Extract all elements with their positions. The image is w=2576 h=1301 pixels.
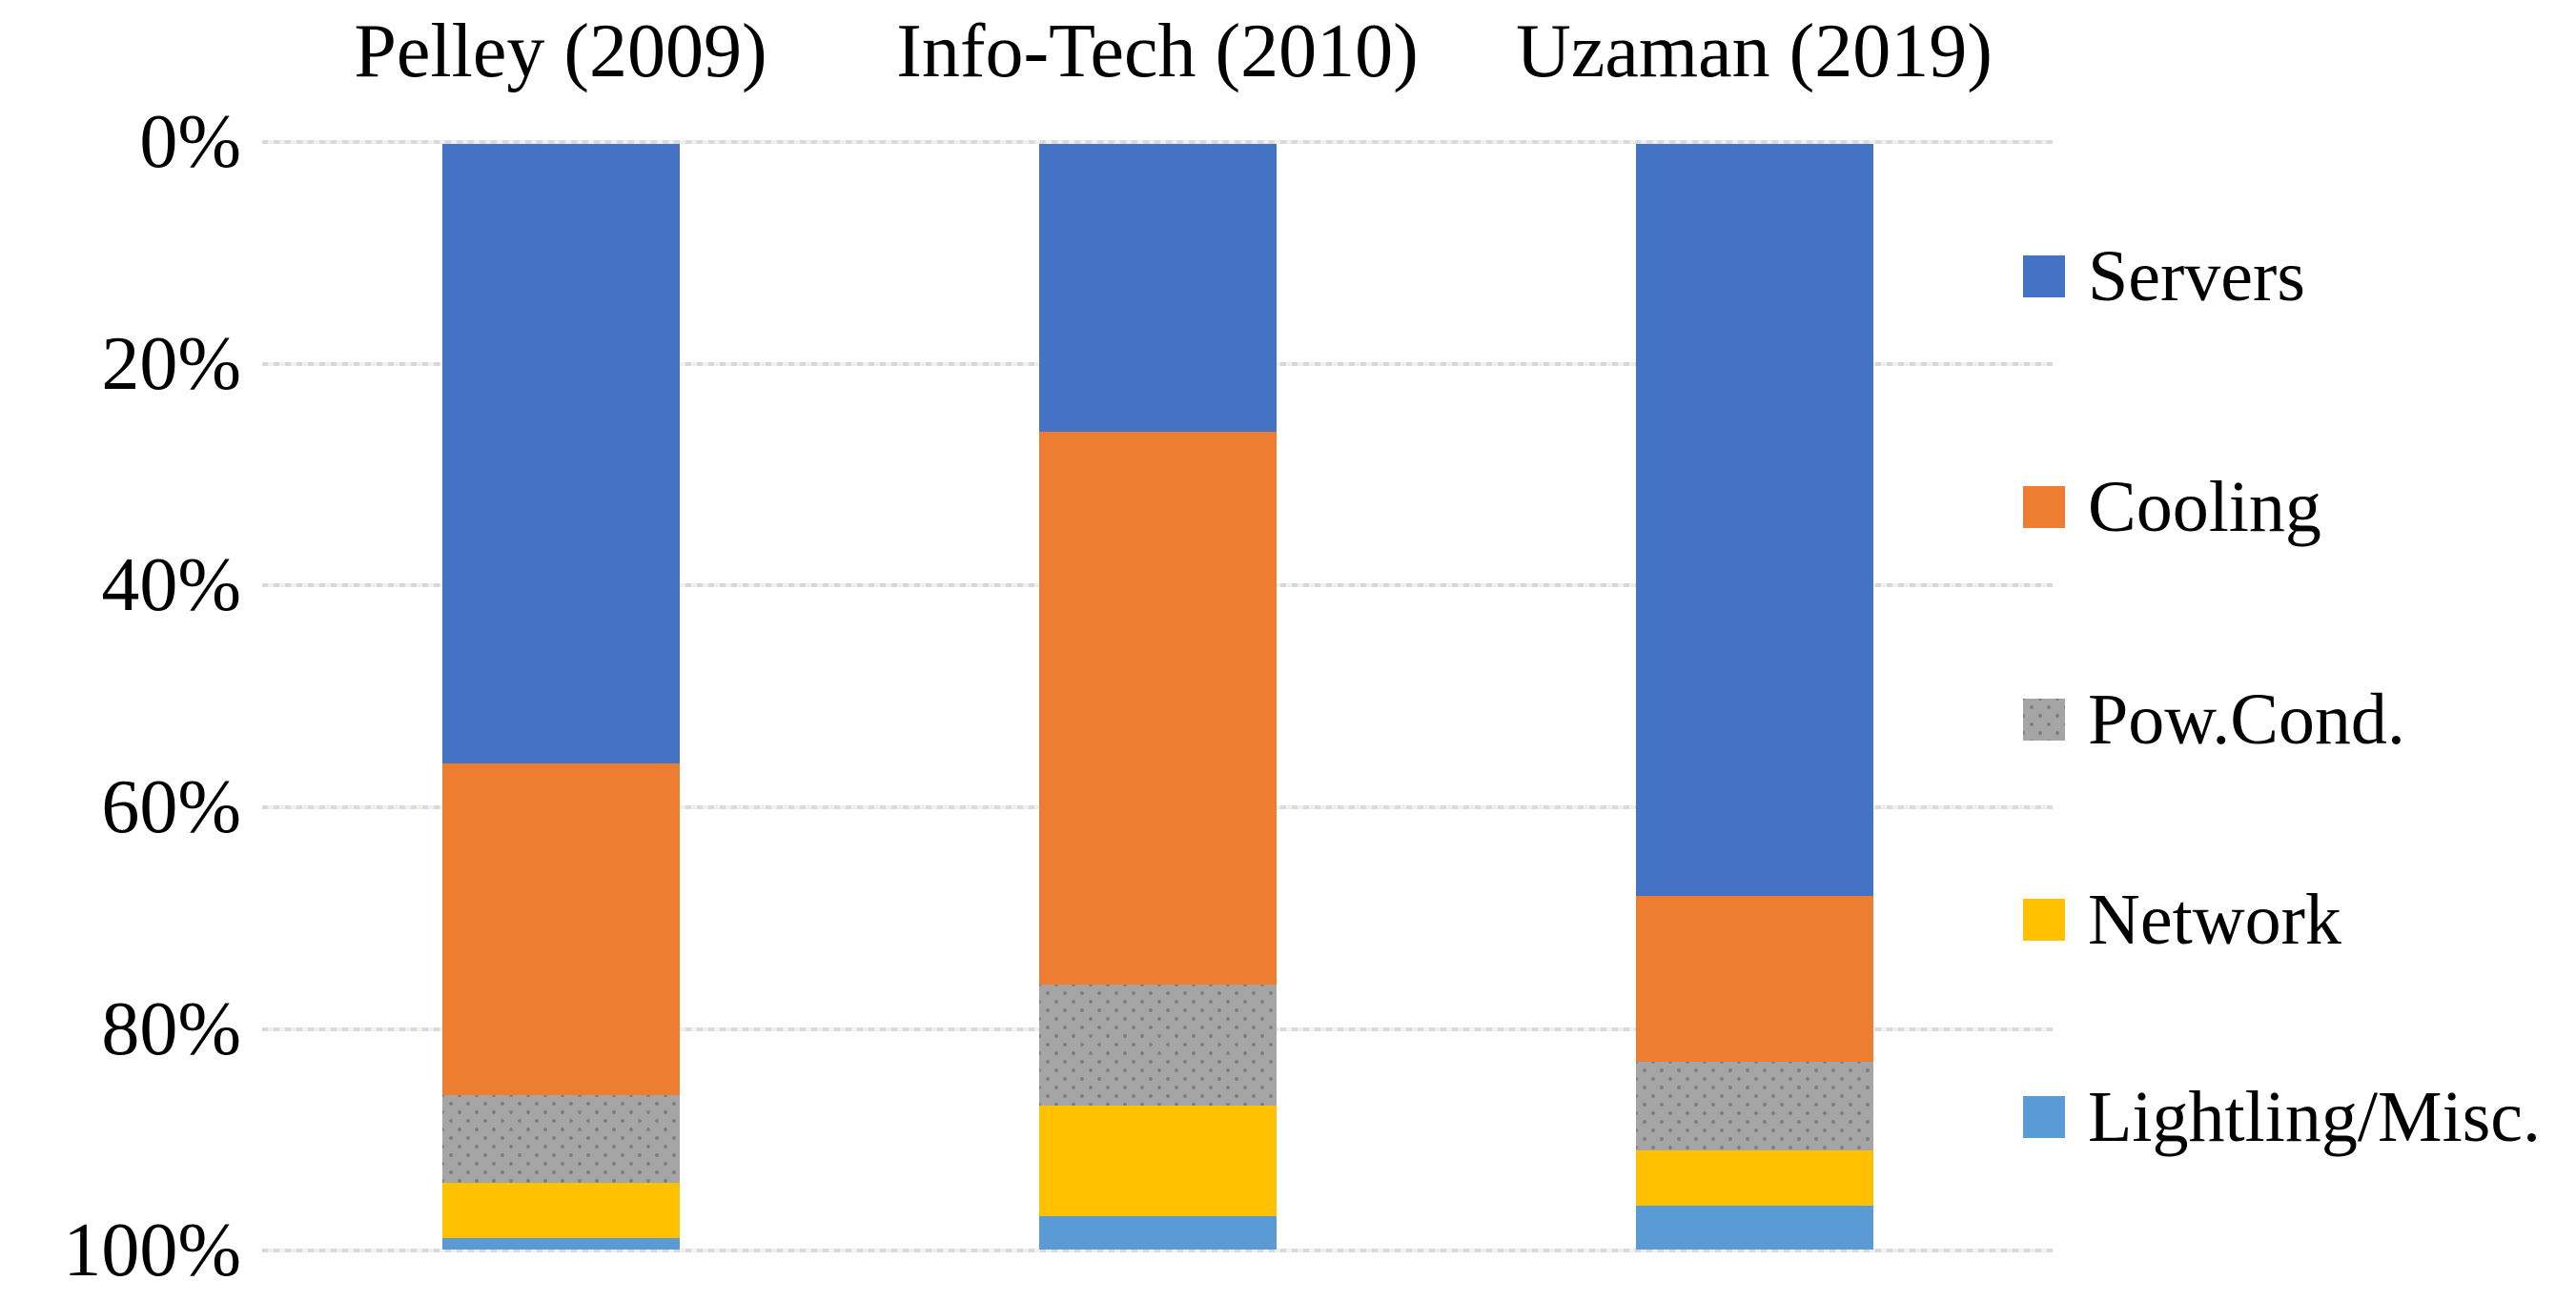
y-axis-tick-label: 100% xyxy=(63,1209,241,1293)
category-title: Info-Tech (2010) xyxy=(896,10,1419,93)
gridline xyxy=(262,1249,2053,1253)
legend-swatch-icon xyxy=(2023,1096,2065,1138)
bar-segment-pow-cond- xyxy=(441,1094,680,1184)
bar-segment-pow-cond- xyxy=(1635,1061,1873,1150)
legend-item: Pow.Cond. xyxy=(2023,670,2405,769)
bar-segment-servers xyxy=(1038,144,1277,432)
bar-segment-lightling-misc- xyxy=(1635,1205,1873,1250)
legend-label: Servers xyxy=(2088,236,2305,316)
legend-item: Network xyxy=(2023,870,2341,969)
stacked-bar xyxy=(441,144,680,1250)
category-title: Pelley (2009) xyxy=(354,10,767,93)
legend-swatch-icon xyxy=(2023,486,2065,528)
bar-segment-network xyxy=(441,1183,680,1239)
bar-segment-network xyxy=(1038,1106,1277,1217)
legend-item: Cooling xyxy=(2023,457,2321,557)
y-axis-tick-label: 40% xyxy=(101,543,241,628)
legend-swatch-icon xyxy=(2023,899,2065,941)
y-axis-tick-label: 20% xyxy=(101,321,241,406)
bar-segment-cooling xyxy=(1038,431,1277,985)
legend-item: Lightling/Misc. xyxy=(2023,1067,2541,1167)
legend-label: Pow.Cond. xyxy=(2088,680,2405,760)
y-axis-tick-label: 0% xyxy=(139,100,241,184)
stacked-bar xyxy=(1038,144,1277,1250)
stacked-bar xyxy=(1635,144,1873,1250)
legend-swatch-icon xyxy=(2023,699,2065,741)
bar-segment-cooling xyxy=(441,762,680,1095)
gridline xyxy=(262,140,2053,144)
bar-segment-network xyxy=(1635,1149,1873,1206)
legend-label: Cooling xyxy=(2088,467,2321,547)
y-axis-tick-label: 60% xyxy=(101,764,241,849)
bar-segment-cooling xyxy=(1635,895,1873,1062)
legend-swatch-icon xyxy=(2023,255,2065,297)
category-title: Uzaman (2019) xyxy=(1516,10,1993,93)
bar-segment-lightling-misc- xyxy=(1038,1216,1277,1250)
bar-segment-servers xyxy=(1635,144,1873,896)
y-axis-tick-label: 80% xyxy=(101,986,241,1071)
legend-item: Servers xyxy=(2023,227,2305,326)
bar-segment-lightling-misc- xyxy=(441,1238,680,1250)
legend-label: Lightling/Misc. xyxy=(2088,1077,2541,1157)
bar-segment-servers xyxy=(441,144,680,763)
bar-segment-pow-cond- xyxy=(1038,984,1277,1107)
legend-label: Network xyxy=(2088,880,2341,960)
